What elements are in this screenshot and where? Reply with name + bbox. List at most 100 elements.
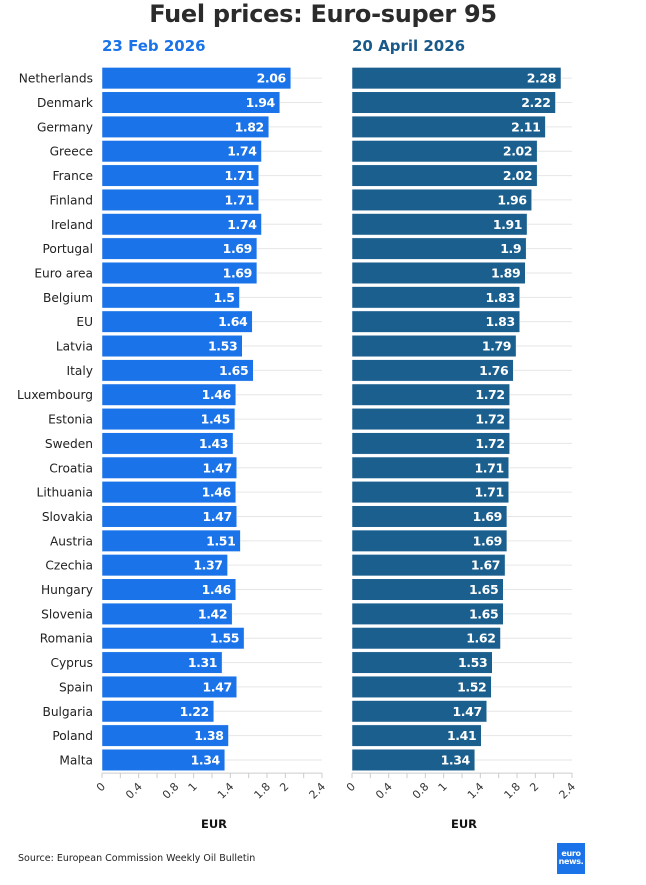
x-tick-label: 1 xyxy=(436,780,450,794)
x-tick-label: 2 xyxy=(277,780,291,794)
bar-poland xyxy=(351,724,482,747)
bar-hungary xyxy=(351,578,504,601)
x-tick-label: 1.8 xyxy=(252,780,274,802)
data-label: 1.96 xyxy=(497,192,527,207)
data-label: 1.34 xyxy=(441,752,471,767)
data-label: 1.47 xyxy=(453,704,482,719)
bar-france xyxy=(351,164,538,187)
data-label: 1.52 xyxy=(457,679,486,694)
category-label: Sweden xyxy=(45,437,93,451)
bar-spain xyxy=(351,675,492,698)
bar-romania xyxy=(101,627,245,650)
category-label: Denmark xyxy=(37,96,94,110)
bar-greece xyxy=(351,140,538,163)
data-label: 1.71 xyxy=(475,460,504,475)
category-label: Belgium xyxy=(43,291,93,305)
bar-netherlands xyxy=(351,67,562,90)
bar-ireland xyxy=(351,213,528,236)
category-label: Spain xyxy=(59,680,93,694)
data-label: 1.65 xyxy=(469,606,498,621)
bar-belgium xyxy=(351,286,520,309)
category-label: Euro area xyxy=(34,266,93,280)
data-label: 1.67 xyxy=(471,558,500,573)
data-label: 1.64 xyxy=(218,314,248,329)
data-label: 1.71 xyxy=(475,485,504,500)
category-label: Ireland xyxy=(51,218,93,232)
bar-eu xyxy=(351,310,520,333)
bar-bulgaria xyxy=(351,700,487,723)
x-tick-label: 0.8 xyxy=(410,780,432,802)
data-label: 1.47 xyxy=(203,460,232,475)
x-tick-label: 0.8 xyxy=(160,780,182,802)
bar-latvia xyxy=(351,335,517,358)
data-label: 1.37 xyxy=(193,558,222,573)
x-tick-label: 1.8 xyxy=(502,780,524,802)
data-label: 1.45 xyxy=(201,412,230,427)
bar-ireland xyxy=(101,213,262,236)
category-label: Finland xyxy=(49,193,93,207)
data-label: 1.65 xyxy=(219,363,248,378)
data-label: 1.55 xyxy=(210,631,239,646)
bar-luxembourg xyxy=(101,383,237,406)
bar-slovakia xyxy=(351,505,508,528)
category-label: Czechia xyxy=(45,559,93,573)
bar-france xyxy=(101,164,259,187)
bar-denmark xyxy=(101,91,281,114)
category-label: France xyxy=(52,169,93,183)
data-label: 1.41 xyxy=(447,728,476,743)
data-label: 1.74 xyxy=(227,217,257,232)
x-tick-label: 0 xyxy=(94,780,108,794)
logo-text-news: news. xyxy=(558,857,584,866)
x-tick-label: 2.4 xyxy=(557,780,579,802)
category-label: Greece xyxy=(50,145,93,159)
category-label: Netherlands xyxy=(19,72,93,86)
bar-germany xyxy=(351,115,546,138)
data-label: 1.51 xyxy=(206,533,235,548)
bar-hungary xyxy=(101,578,237,601)
x-axis-title: EUR xyxy=(201,817,227,831)
data-label: 1.69 xyxy=(473,533,502,548)
data-label: 1.72 xyxy=(475,436,504,451)
data-label: 1.42 xyxy=(198,606,227,621)
data-label: 1.5 xyxy=(214,290,235,305)
bar-bulgaria xyxy=(101,700,215,723)
data-label: 1.38 xyxy=(194,728,223,743)
data-label: 1.91 xyxy=(493,217,522,232)
data-label: 1.47 xyxy=(203,509,232,524)
data-label: 1.79 xyxy=(482,339,511,354)
bar-italy xyxy=(101,359,254,382)
data-label: 1.76 xyxy=(479,363,509,378)
data-label: 1.82 xyxy=(235,119,264,134)
category-label: EU xyxy=(76,315,93,329)
bar-estonia xyxy=(101,408,236,431)
data-label: 1.65 xyxy=(469,582,498,597)
bar-portugal xyxy=(101,237,258,260)
category-label: Slovenia xyxy=(41,607,93,621)
data-label: 1.9 xyxy=(500,241,521,256)
bar-austria xyxy=(101,529,241,552)
category-label: Austria xyxy=(50,534,93,548)
bar-slovakia xyxy=(101,505,237,528)
bar-belgium xyxy=(101,286,240,309)
data-label: 2.02 xyxy=(503,168,532,183)
euronews-logo: euro news. xyxy=(557,843,585,874)
bar-sweden xyxy=(101,432,234,455)
data-label: 1.46 xyxy=(202,582,232,597)
bar-czechia xyxy=(351,554,506,577)
data-label: 1.74 xyxy=(227,144,257,159)
bar-croatia xyxy=(101,456,237,479)
data-label: 1.53 xyxy=(208,339,237,354)
bar-croatia xyxy=(351,456,509,479)
data-label: 1.43 xyxy=(199,436,228,451)
right-panel-title: 20 April 2026 xyxy=(352,37,466,55)
data-label: 2.11 xyxy=(511,119,540,134)
data-label: 1.72 xyxy=(475,412,504,427)
bar-poland xyxy=(101,724,229,747)
bar-lithuania xyxy=(101,481,237,504)
category-label: Italy xyxy=(67,364,93,378)
left-panel-title: 23 Feb 2026 xyxy=(102,37,206,55)
bar-estonia xyxy=(351,408,510,431)
bar-denmark xyxy=(351,91,556,114)
x-tick-label: 1.4 xyxy=(215,780,237,802)
